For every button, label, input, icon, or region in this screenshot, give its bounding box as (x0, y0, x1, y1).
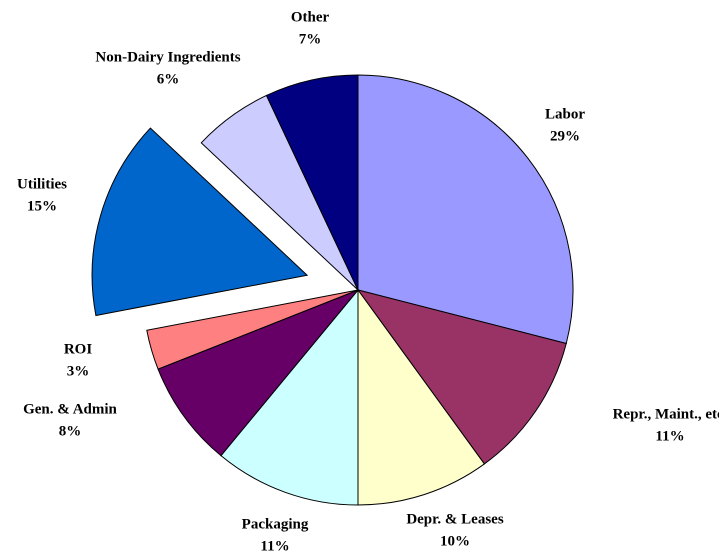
pie-slice (220, 288, 359, 506)
slice-value: 15% (27, 198, 57, 214)
slice-label: Utilities (17, 176, 67, 192)
pie-slice (357, 74, 574, 345)
slice-label: Depr. & Leases (406, 511, 504, 527)
pie-slice (357, 288, 486, 506)
pie-slice (146, 289, 359, 370)
slice-value: 11% (655, 428, 684, 444)
slice-value: 8% (59, 423, 82, 439)
slice-value: 29% (550, 128, 580, 144)
slice-value: 3% (67, 363, 90, 379)
slice-label: Gen. & Admin (23, 401, 117, 417)
slice-label: Non-Dairy Ingredients (95, 49, 240, 65)
slice-label: Other (291, 9, 330, 25)
slice-label: Labor (545, 106, 585, 122)
slice-value: 11% (260, 538, 289, 554)
pie-slice (265, 74, 359, 291)
slice-label: ROI (64, 341, 93, 357)
pie-slice (356, 289, 567, 465)
pie-slice (91, 127, 309, 317)
pie-slice (157, 289, 359, 457)
slice-value: 6% (157, 71, 180, 87)
slice-value: 10% (440, 533, 470, 549)
slice-value: 7% (299, 31, 322, 47)
slice-label: Repr., Maint., etc. (613, 406, 719, 422)
slice-label: Packaging (242, 516, 309, 532)
